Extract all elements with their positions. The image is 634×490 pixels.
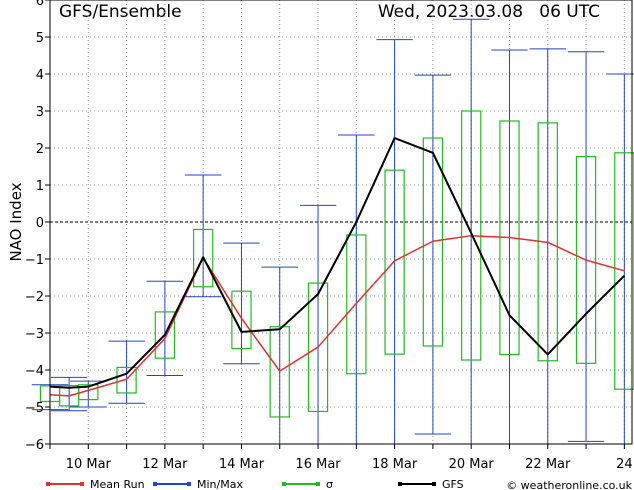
y-axis-label: NAO Index <box>7 182 25 261</box>
sigma-box <box>269 326 290 418</box>
y-tick-label: 3 <box>36 105 44 120</box>
x-tick-label: 14 Mar <box>219 457 265 472</box>
x-tick-label: 24 <box>616 457 633 472</box>
sigma-box <box>231 290 252 350</box>
sigma-box <box>346 234 367 375</box>
credit-text: © weatheronline.co.uk <box>506 479 632 490</box>
y-tick-label: −3 <box>25 327 44 342</box>
x-tick-label: 16 Mar <box>295 457 341 472</box>
mean-run-line <box>49 234 625 397</box>
sigma-box <box>384 169 405 355</box>
sigma-box <box>154 311 176 359</box>
sigma-box <box>78 384 99 401</box>
legend: Mean Run Min/Max σ GFS <box>46 478 464 490</box>
sigma-box <box>422 137 444 347</box>
y-tick-label: 4 <box>36 68 44 83</box>
chart-title: GFS/Ensemble <box>59 2 182 22</box>
y-tick-label: 5 <box>36 31 44 46</box>
gfs-line <box>49 137 626 389</box>
legend-label: σ <box>326 478 333 490</box>
sigma-box <box>116 366 137 394</box>
sigma-box <box>575 155 597 364</box>
legend-label: GFS <box>442 478 464 490</box>
x-tick-label: 18 Mar <box>372 457 418 472</box>
legend-marker <box>80 482 84 486</box>
legend-marker <box>46 482 50 486</box>
x-tick-label: 10 Mar <box>66 457 112 472</box>
legend-label: Mean Run <box>90 478 145 490</box>
legend-marker <box>398 482 402 486</box>
x-tick-label: 22 Mar <box>525 457 571 472</box>
plot-frame <box>49 0 633 445</box>
y-tick-label: 1 <box>36 179 44 194</box>
sigma-box <box>192 228 214 288</box>
plot-area: −6 −5 −4 −3 −2 −1 0 1 2 3 4 5 6 10 Mar 12 Mar 14 Mar 16 … <box>25 0 634 472</box>
sigma-box <box>307 282 329 413</box>
x-tick-label: 12 Mar <box>142 457 188 472</box>
y-tick-label: −2 <box>25 290 44 305</box>
legend-marker <box>316 482 320 486</box>
y-tick-label: 0 <box>36 216 44 231</box>
legend-marker <box>153 482 157 486</box>
y-tick-label: 2 <box>36 142 44 157</box>
y-tick-label: −4 <box>25 364 44 379</box>
x-tick-label: 20 Mar <box>449 457 495 472</box>
y-tick-label: 6 <box>36 0 44 9</box>
legend-marker <box>282 482 286 486</box>
legend-marker <box>187 482 191 486</box>
y-tick-label: −6 <box>25 438 44 453</box>
legend-label: Min/Max <box>197 478 243 490</box>
legend-marker <box>432 482 436 486</box>
y-tick-label: −1 <box>25 253 44 268</box>
y-tick-label: −5 <box>25 401 44 416</box>
